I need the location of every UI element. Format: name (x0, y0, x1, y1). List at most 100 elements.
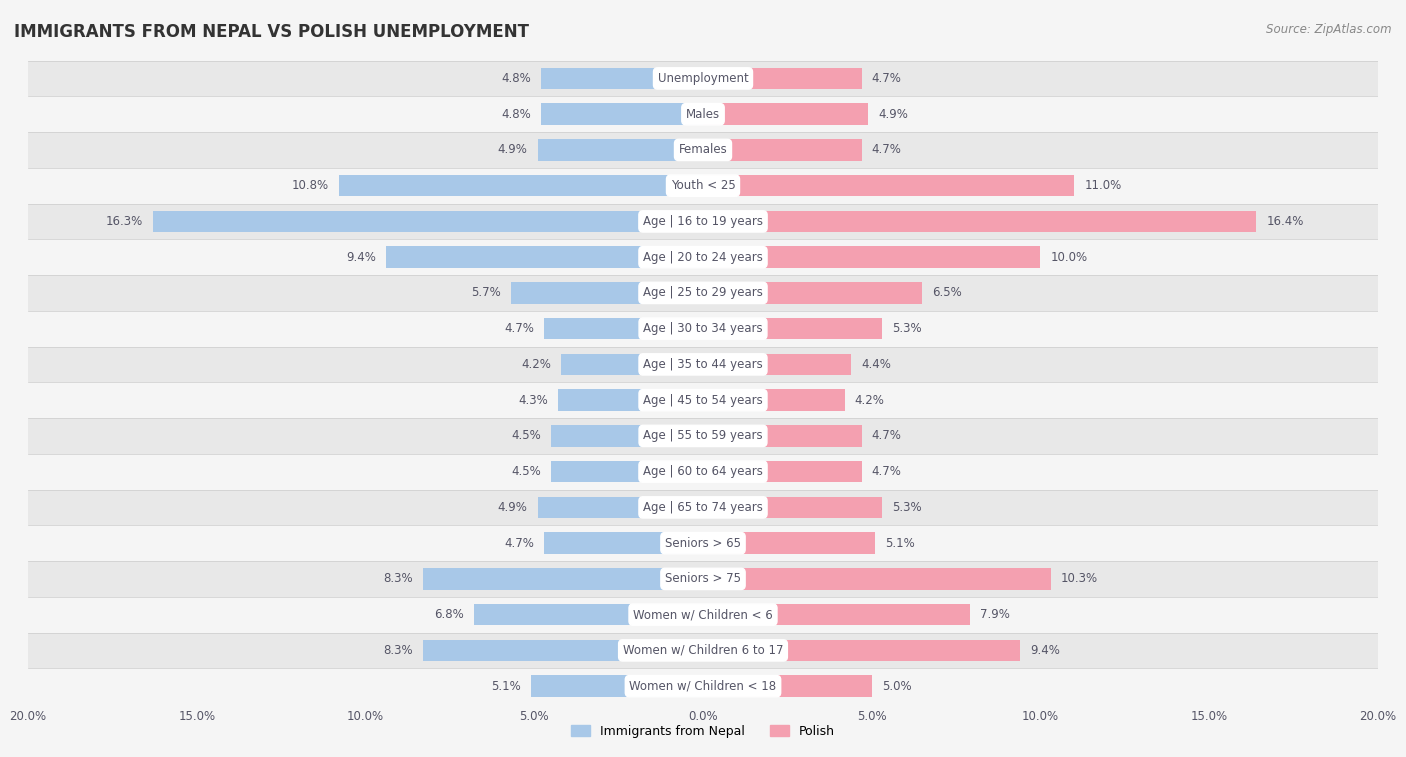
Bar (339, 175, 703, 196)
Text: 4.7%: 4.7% (872, 72, 901, 85)
Bar (703, 175, 1074, 196)
Text: 16.4%: 16.4% (1267, 215, 1303, 228)
Bar (703, 389, 845, 411)
Bar (703, 640, 1021, 661)
Bar (510, 282, 703, 304)
Bar (28, 418, 1378, 453)
Bar (28, 490, 1378, 525)
Bar (703, 569, 1050, 590)
Bar (703, 104, 869, 125)
Bar (474, 604, 703, 625)
Bar (423, 640, 703, 661)
Bar (28, 453, 1378, 490)
Bar (28, 525, 1378, 561)
Text: 4.9%: 4.9% (498, 501, 527, 514)
Text: Age | 65 to 74 years: Age | 65 to 74 years (643, 501, 763, 514)
Bar (28, 633, 1378, 668)
Text: 4.4%: 4.4% (862, 358, 891, 371)
Bar (544, 532, 703, 554)
Bar (28, 168, 1378, 204)
Text: 4.8%: 4.8% (501, 72, 531, 85)
Bar (551, 461, 703, 482)
Text: Age | 60 to 64 years: Age | 60 to 64 years (643, 465, 763, 478)
Bar (28, 204, 1378, 239)
Text: 4.9%: 4.9% (879, 107, 908, 120)
Text: 9.4%: 9.4% (1031, 644, 1060, 657)
Bar (561, 354, 703, 375)
Text: 5.0%: 5.0% (882, 680, 911, 693)
Text: Women w/ Children < 6: Women w/ Children < 6 (633, 608, 773, 621)
Text: Women w/ Children 6 to 17: Women w/ Children 6 to 17 (623, 644, 783, 657)
Bar (537, 497, 703, 518)
Bar (531, 675, 703, 697)
Bar (28, 132, 1378, 168)
Text: Age | 55 to 59 years: Age | 55 to 59 years (643, 429, 763, 442)
Bar (385, 247, 703, 268)
Text: 5.1%: 5.1% (491, 680, 520, 693)
Bar (28, 668, 1378, 704)
Text: Females: Females (679, 143, 727, 157)
Text: Age | 16 to 19 years: Age | 16 to 19 years (643, 215, 763, 228)
Text: 6.5%: 6.5% (932, 286, 962, 300)
Text: 4.7%: 4.7% (872, 465, 901, 478)
Bar (558, 389, 703, 411)
Bar (551, 425, 703, 447)
Text: 10.8%: 10.8% (291, 179, 329, 192)
Text: 4.5%: 4.5% (512, 429, 541, 442)
Text: 7.9%: 7.9% (980, 608, 1010, 621)
Bar (28, 311, 1378, 347)
Bar (28, 96, 1378, 132)
Text: Seniors > 65: Seniors > 65 (665, 537, 741, 550)
Bar (28, 61, 1378, 96)
Bar (28, 561, 1378, 597)
Text: 5.3%: 5.3% (891, 322, 921, 335)
Text: 5.7%: 5.7% (471, 286, 501, 300)
Bar (703, 318, 882, 339)
Bar (703, 604, 970, 625)
Bar (153, 210, 703, 232)
Bar (703, 532, 875, 554)
Bar (703, 67, 862, 89)
Text: 4.7%: 4.7% (872, 429, 901, 442)
Bar (537, 139, 703, 160)
Text: 5.1%: 5.1% (886, 537, 915, 550)
Text: 6.8%: 6.8% (433, 608, 464, 621)
Text: 8.3%: 8.3% (384, 644, 413, 657)
Text: 11.0%: 11.0% (1084, 179, 1122, 192)
Bar (703, 210, 1257, 232)
Text: Seniors > 75: Seniors > 75 (665, 572, 741, 585)
Text: Age | 45 to 54 years: Age | 45 to 54 years (643, 394, 763, 407)
Text: Age | 25 to 29 years: Age | 25 to 29 years (643, 286, 763, 300)
Bar (703, 675, 872, 697)
Bar (544, 318, 703, 339)
Text: Age | 35 to 44 years: Age | 35 to 44 years (643, 358, 763, 371)
Bar (541, 67, 703, 89)
Text: 4.9%: 4.9% (498, 143, 527, 157)
Bar (541, 104, 703, 125)
Text: 4.7%: 4.7% (505, 322, 534, 335)
Bar (28, 275, 1378, 311)
Bar (703, 425, 862, 447)
Bar (423, 569, 703, 590)
Text: 4.5%: 4.5% (512, 465, 541, 478)
Text: Males: Males (686, 107, 720, 120)
Text: 5.3%: 5.3% (891, 501, 921, 514)
Text: 4.7%: 4.7% (872, 143, 901, 157)
Text: 16.3%: 16.3% (105, 215, 143, 228)
Text: 4.2%: 4.2% (855, 394, 884, 407)
Bar (28, 347, 1378, 382)
Text: Women w/ Children < 18: Women w/ Children < 18 (630, 680, 776, 693)
Text: 4.7%: 4.7% (505, 537, 534, 550)
Text: 10.0%: 10.0% (1050, 251, 1088, 263)
Bar (703, 139, 862, 160)
Bar (703, 461, 862, 482)
Text: IMMIGRANTS FROM NEPAL VS POLISH UNEMPLOYMENT: IMMIGRANTS FROM NEPAL VS POLISH UNEMPLOY… (14, 23, 529, 41)
Bar (28, 239, 1378, 275)
Bar (703, 497, 882, 518)
Text: Source: ZipAtlas.com: Source: ZipAtlas.com (1267, 23, 1392, 36)
Text: 9.4%: 9.4% (346, 251, 375, 263)
Bar (28, 597, 1378, 633)
Text: 4.8%: 4.8% (501, 107, 531, 120)
Text: 8.3%: 8.3% (384, 572, 413, 585)
Text: 4.3%: 4.3% (517, 394, 548, 407)
